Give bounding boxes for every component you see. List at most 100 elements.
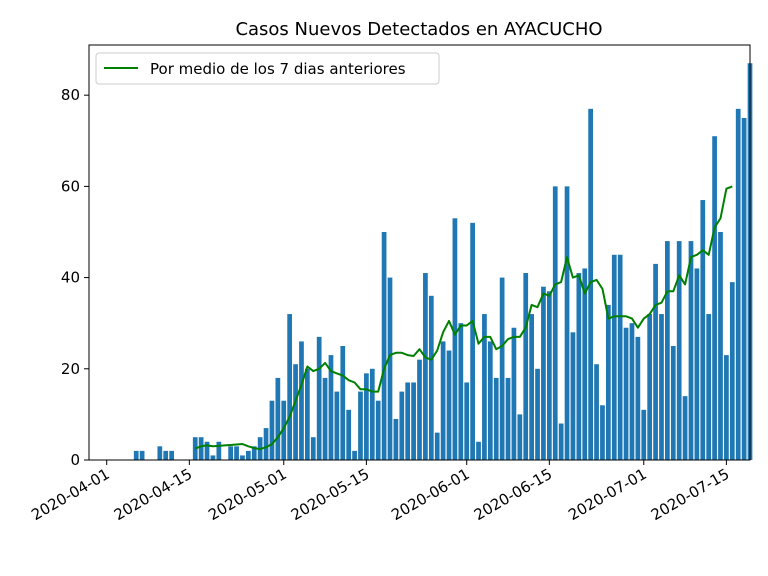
bar <box>428 295 434 460</box>
bar <box>464 382 470 460</box>
bar <box>499 277 505 460</box>
bar <box>670 345 676 460</box>
bar <box>334 391 340 460</box>
bar <box>405 382 411 460</box>
bar <box>234 446 239 460</box>
bar <box>617 254 623 460</box>
bar <box>440 341 446 460</box>
bar <box>157 446 163 460</box>
bar <box>245 450 251 460</box>
bar <box>322 377 328 460</box>
bar <box>263 428 269 460</box>
x-tick-label: 2020-04-01 <box>28 465 113 524</box>
bar <box>676 241 682 460</box>
bar <box>305 368 310 460</box>
bar <box>570 332 576 460</box>
bar <box>423 273 428 460</box>
bar <box>417 359 422 460</box>
legend-label: Por medio de los 7 dias anteriores <box>150 60 406 78</box>
y-tick-label: 0 <box>70 451 80 469</box>
bar <box>198 437 204 460</box>
bar <box>682 396 688 460</box>
bar <box>594 364 599 460</box>
bar <box>623 327 629 460</box>
bar <box>558 423 564 460</box>
bar <box>269 400 275 460</box>
bar <box>346 409 352 460</box>
bar <box>729 282 735 460</box>
bar <box>564 186 570 460</box>
bars-layer <box>133 63 753 461</box>
bar <box>240 455 245 460</box>
bar <box>210 455 216 460</box>
bar <box>381 231 387 460</box>
plot-frame <box>88 44 751 461</box>
bar <box>576 273 582 460</box>
bar <box>511 327 517 460</box>
chart-title: Casos Nuevos Detectados en AYACUCHO <box>235 19 602 40</box>
bar <box>600 405 605 460</box>
bar <box>352 450 357 460</box>
bar <box>169 450 174 460</box>
x-tick-label: 2020-04-15 <box>111 465 196 524</box>
bar <box>546 291 552 460</box>
bar <box>505 377 511 460</box>
bar <box>393 418 399 460</box>
bar <box>588 108 594 460</box>
bar <box>493 377 499 460</box>
bar <box>629 323 635 460</box>
bar <box>133 450 139 460</box>
bar <box>523 273 529 460</box>
bar <box>700 200 706 461</box>
bar <box>375 400 381 460</box>
x-tick-label: 2020-07-15 <box>648 465 733 524</box>
bar <box>287 314 293 460</box>
line-layer <box>194 185 733 451</box>
bar <box>724 355 729 460</box>
bar <box>653 263 658 460</box>
bar <box>582 268 588 460</box>
bar <box>694 268 700 460</box>
bar <box>641 409 647 460</box>
bar <box>316 336 322 460</box>
x-tick-label: 2020-06-15 <box>471 465 556 524</box>
bar <box>712 136 717 460</box>
bar <box>163 450 169 460</box>
bar <box>659 314 664 460</box>
x-tick-label: 2020-05-15 <box>288 465 373 524</box>
bar <box>458 323 464 460</box>
bar <box>411 382 416 460</box>
bar <box>741 117 747 460</box>
bar <box>358 391 363 460</box>
y-tick-label: 40 <box>61 269 80 287</box>
bar <box>635 336 641 460</box>
y-tick-label: 20 <box>61 360 80 378</box>
bar <box>310 437 316 460</box>
bar <box>328 355 334 460</box>
bar <box>529 314 534 460</box>
bar <box>399 391 405 460</box>
y-tick-label: 60 <box>61 177 80 195</box>
bar <box>387 277 393 460</box>
bar <box>446 350 452 460</box>
x-tick-label: 2020-06-01 <box>388 465 473 524</box>
legend: Por medio de los 7 dias anteriores <box>95 52 440 85</box>
bar <box>228 446 234 460</box>
bar <box>517 414 523 460</box>
bar <box>476 441 481 460</box>
bar <box>535 368 540 460</box>
bar <box>718 231 723 460</box>
bar <box>216 441 222 460</box>
bar <box>611 254 617 460</box>
bar <box>299 341 304 460</box>
bar <box>688 241 694 460</box>
y-tick-label: 80 <box>61 86 80 104</box>
bar <box>487 341 493 460</box>
bar <box>204 441 210 460</box>
bar <box>470 222 475 460</box>
bar <box>482 314 487 460</box>
y-axis: 0 20 40 60 80 <box>61 86 89 469</box>
